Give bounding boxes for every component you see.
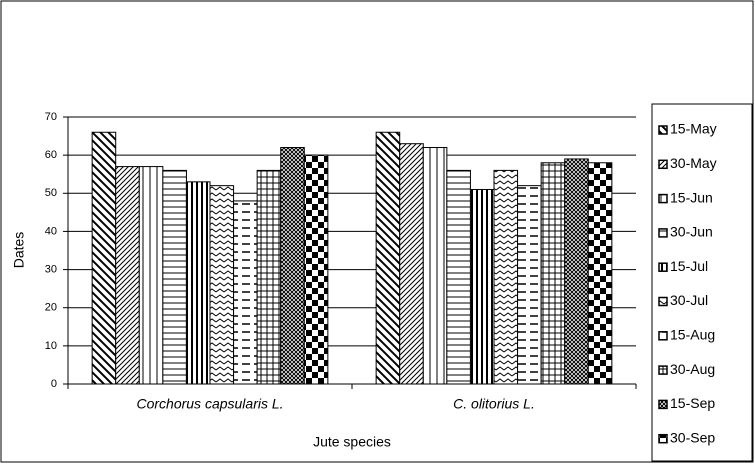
bar bbox=[517, 185, 542, 385]
y-tick-label: 30 bbox=[45, 263, 57, 275]
legend-label: 15-May bbox=[670, 121, 717, 137]
x-tick-label: C. olitorius L. bbox=[453, 396, 535, 412]
x-tick-label: Corchorus capsularis L. bbox=[136, 396, 283, 412]
y-axis-title: Dates bbox=[11, 232, 27, 269]
x-axis-title: Jute species bbox=[313, 434, 391, 450]
bar bbox=[469, 188, 495, 385]
bar bbox=[233, 200, 258, 385]
bar bbox=[256, 169, 282, 385]
bar bbox=[91, 131, 117, 385]
bar bbox=[185, 181, 211, 385]
bar bbox=[446, 169, 471, 385]
y-tick-label: 60 bbox=[45, 149, 57, 161]
legend-swatch bbox=[658, 365, 668, 375]
y-tick-label: 40 bbox=[45, 225, 57, 237]
legend-swatch bbox=[658, 159, 668, 170]
bar bbox=[540, 162, 566, 385]
legend-swatch bbox=[658, 228, 668, 238]
bar bbox=[422, 147, 448, 385]
legend-label: 15-Sep bbox=[670, 395, 715, 411]
y-tick-label: 20 bbox=[45, 302, 57, 314]
y-tick-label: 70 bbox=[45, 111, 57, 123]
legend-label: 15-Jul bbox=[670, 258, 708, 274]
bar bbox=[587, 162, 613, 385]
bar bbox=[115, 166, 140, 385]
bar bbox=[209, 185, 235, 385]
y-tick-label: 50 bbox=[45, 187, 57, 199]
legend-swatch bbox=[658, 433, 668, 444]
legend-label: 30-Jul bbox=[670, 292, 708, 308]
bar bbox=[564, 158, 589, 385]
bar bbox=[493, 169, 519, 385]
legend-label: 30-Sep bbox=[670, 429, 715, 445]
y-tick-label: 0 bbox=[51, 378, 57, 390]
bar bbox=[162, 169, 187, 385]
legend-label: 30-Aug bbox=[670, 361, 715, 377]
bar bbox=[375, 131, 401, 385]
legend-label: 30-Jun bbox=[670, 224, 713, 240]
bar bbox=[280, 147, 305, 385]
legend-swatch bbox=[658, 193, 668, 204]
y-tick-label: 10 bbox=[45, 340, 57, 352]
bar bbox=[399, 143, 424, 385]
legend-label: 15-Jun bbox=[670, 189, 713, 205]
legend-swatch bbox=[658, 125, 668, 135]
legend-swatch bbox=[658, 399, 668, 410]
legend-label: 15-Aug bbox=[670, 327, 715, 343]
bar bbox=[303, 154, 329, 385]
legend-swatch bbox=[658, 331, 668, 341]
legend-label: 30-May bbox=[670, 155, 717, 171]
legend-box bbox=[651, 103, 753, 462]
legend-swatch bbox=[658, 262, 668, 272]
bar bbox=[138, 166, 164, 385]
legend-swatch bbox=[658, 296, 668, 307]
